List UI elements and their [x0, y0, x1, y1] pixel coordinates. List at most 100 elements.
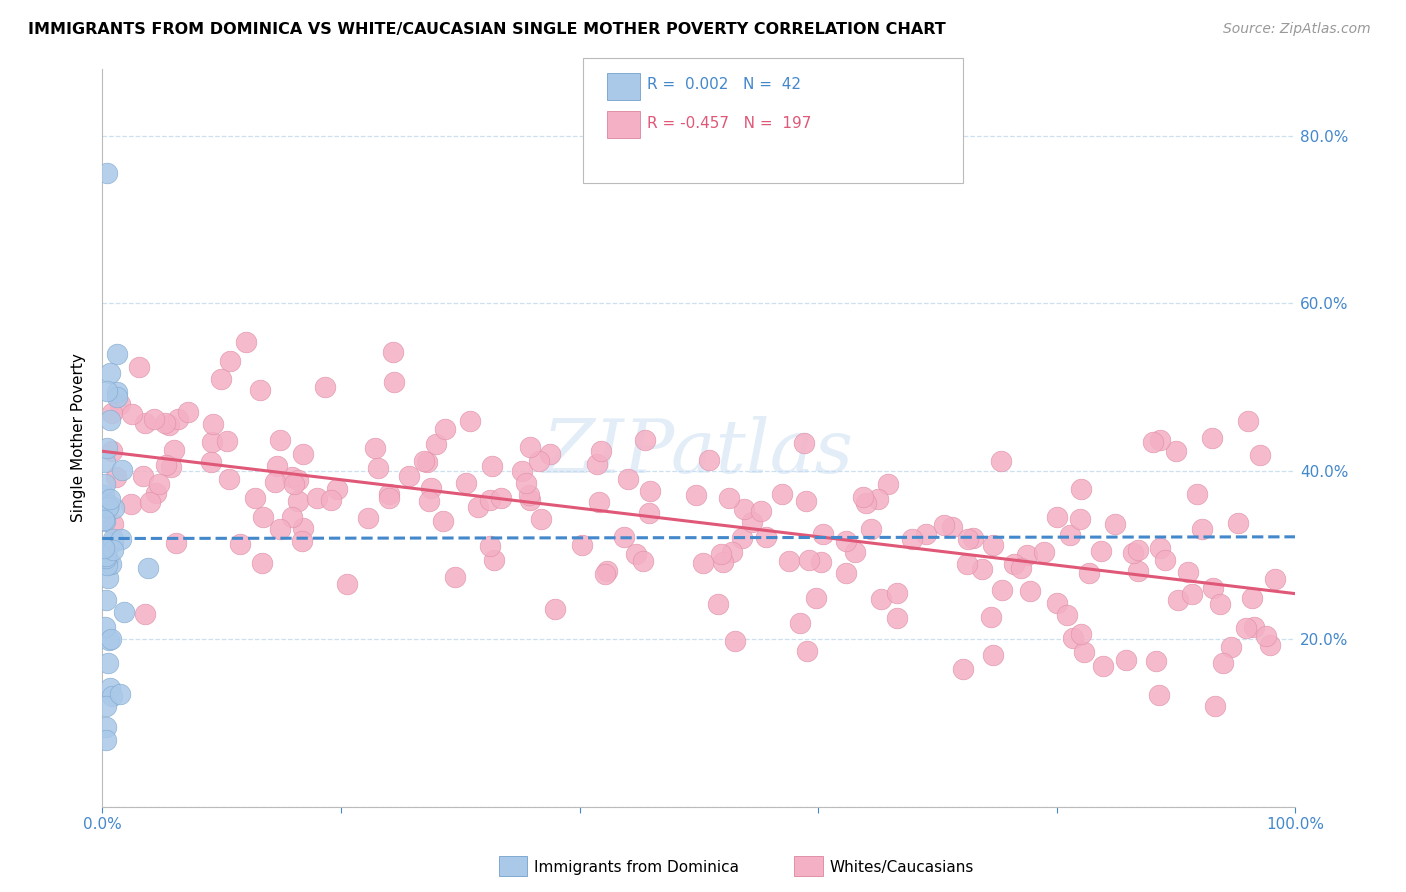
Point: [378, 491, 401, 505]
Point: [364, 442, 387, 456]
Point: [94, 699, 117, 714]
Point: [121, 407, 143, 421]
Point: [269, 433, 291, 447]
Point: [215, 434, 238, 448]
Point: [1070, 482, 1092, 496]
Point: [844, 545, 866, 559]
Point: [1264, 572, 1286, 586]
Point: [94, 514, 117, 528]
Point: [209, 372, 232, 386]
Point: [458, 414, 481, 428]
Point: [1191, 522, 1213, 536]
Point: [718, 491, 741, 505]
Point: [120, 497, 142, 511]
Point: [419, 481, 441, 495]
Point: [93, 488, 115, 502]
Text: R =  0.002   N =  42: R = 0.002 N = 42: [647, 78, 801, 92]
Point: [105, 346, 128, 360]
Point: [1249, 448, 1271, 462]
Point: [519, 440, 541, 454]
Point: [900, 533, 922, 547]
Point: [484, 553, 506, 567]
Point: [218, 353, 240, 368]
Point: [287, 473, 309, 487]
Point: [1126, 542, 1149, 557]
Point: [98, 681, 121, 695]
Point: [167, 411, 190, 425]
Point: [692, 556, 714, 570]
Point: [201, 434, 224, 449]
Point: [868, 491, 890, 506]
Point: [100, 366, 122, 380]
Point: [103, 532, 125, 546]
Point: [266, 459, 288, 474]
Point: [252, 510, 274, 524]
Text: Immigrants from Dominica: Immigrants from Dominica: [534, 861, 740, 875]
Point: [544, 601, 567, 615]
Point: [105, 384, 128, 399]
Point: [1149, 541, 1171, 555]
Point: [478, 539, 501, 553]
Point: [97, 656, 120, 670]
Point: [134, 416, 156, 430]
Point: [1126, 564, 1149, 578]
Point: [103, 501, 125, 516]
Point: [1046, 510, 1069, 524]
Point: [1015, 548, 1038, 562]
Point: [886, 586, 908, 600]
Point: [432, 515, 454, 529]
Point: [94, 620, 117, 634]
Point: [148, 477, 170, 491]
Point: [796, 644, 818, 658]
Point: [481, 458, 503, 473]
Point: [165, 536, 187, 550]
Text: IMMIGRANTS FROM DOMINICA VS WHITE/CAUCASIAN SINGLE MOTHER POVERTY CORRELATION CH: IMMIGRANTS FROM DOMINICA VS WHITE/CAUCAS…: [28, 22, 946, 37]
Point: [291, 533, 314, 548]
Point: [956, 532, 979, 546]
Point: [990, 454, 1012, 468]
Point: [249, 383, 271, 397]
Point: [418, 494, 440, 508]
Point: [1062, 632, 1084, 646]
Point: [613, 530, 636, 544]
Point: [101, 535, 124, 549]
Point: [638, 484, 661, 499]
Y-axis label: Single Mother Poverty: Single Mother Poverty: [72, 353, 86, 522]
Point: [108, 687, 131, 701]
Point: [932, 517, 955, 532]
Point: [93, 541, 115, 555]
Point: [139, 495, 162, 509]
Point: [416, 455, 439, 469]
Point: [724, 633, 747, 648]
Point: [93, 513, 115, 527]
Point: [834, 533, 856, 548]
Point: [538, 447, 561, 461]
Point: [94, 720, 117, 734]
Point: [467, 500, 489, 514]
Point: [105, 390, 128, 404]
Point: [624, 547, 647, 561]
Point: [529, 454, 551, 468]
Point: [1010, 561, 1032, 575]
Point: [859, 522, 882, 536]
Point: [1236, 414, 1258, 428]
Point: [1146, 654, 1168, 668]
Point: [100, 406, 122, 420]
Point: [283, 477, 305, 491]
Point: [101, 516, 124, 531]
Point: [721, 545, 744, 559]
Point: [914, 527, 936, 541]
Point: [98, 413, 121, 427]
Point: [243, 491, 266, 505]
Point: [1201, 431, 1223, 445]
Point: [281, 469, 304, 483]
Point: [519, 493, 541, 508]
Point: [104, 470, 127, 484]
Point: [1019, 583, 1042, 598]
Point: [1115, 653, 1137, 667]
Point: [134, 607, 156, 621]
Point: [855, 495, 877, 509]
Point: [789, 616, 811, 631]
Point: [1002, 557, 1025, 571]
Point: [588, 495, 610, 509]
